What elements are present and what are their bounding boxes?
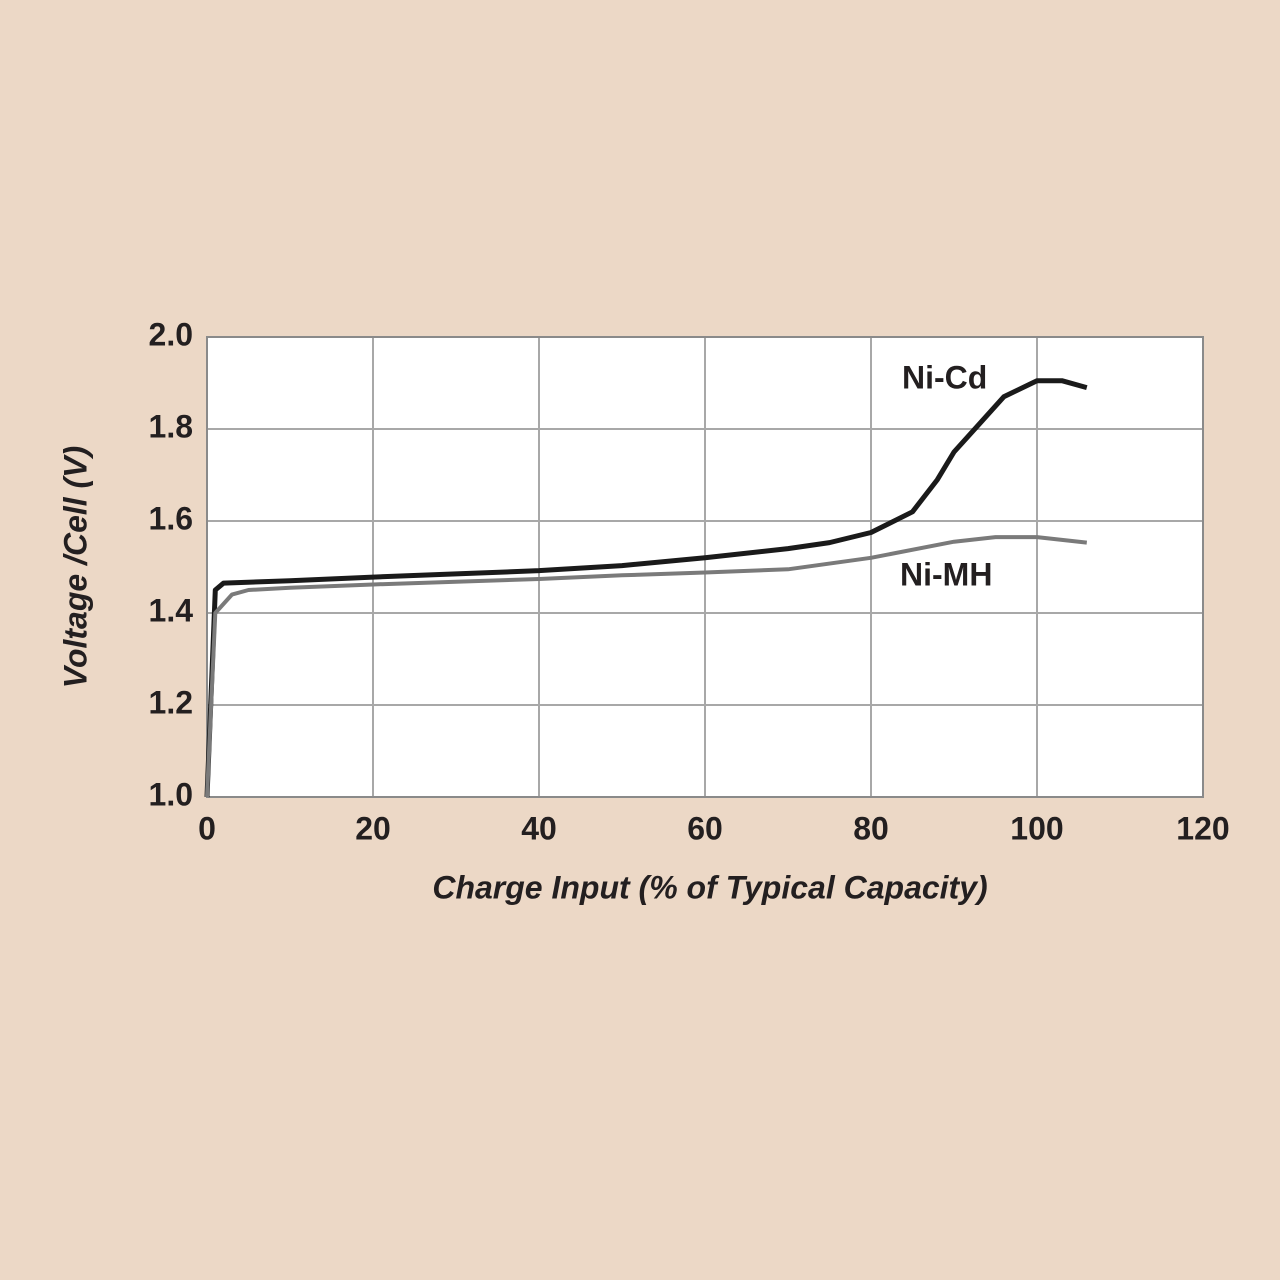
y-tick-label: 1.4 — [149, 592, 194, 628]
x-axis-title: Charge Input (% of Typical Capacity) — [432, 869, 987, 905]
series-label: Ni-MH — [900, 556, 992, 592]
x-tick-label: 60 — [687, 810, 723, 846]
x-tick-label: 40 — [521, 810, 557, 846]
y-tick-label: 1.6 — [149, 500, 193, 536]
series-line — [205, 535, 1088, 798]
y-tick-label: 2.0 — [149, 316, 193, 352]
x-tick-label: 100 — [1010, 810, 1063, 846]
x-tick-label: 0 — [198, 810, 216, 846]
y-tick-label: 1.0 — [149, 776, 193, 812]
series-line — [204, 378, 1088, 798]
x-tick-label: 20 — [355, 810, 391, 846]
series-label: Ni-Cd — [902, 359, 987, 395]
y-axis-title: Voltage /Cell (V) — [57, 446, 93, 688]
plot-border — [206, 336, 1204, 798]
x-tick-label: 120 — [1176, 810, 1229, 846]
x-tick-label: 80 — [853, 810, 889, 846]
y-tick-label: 1.2 — [149, 684, 193, 720]
y-tick-label: 1.8 — [149, 408, 193, 444]
